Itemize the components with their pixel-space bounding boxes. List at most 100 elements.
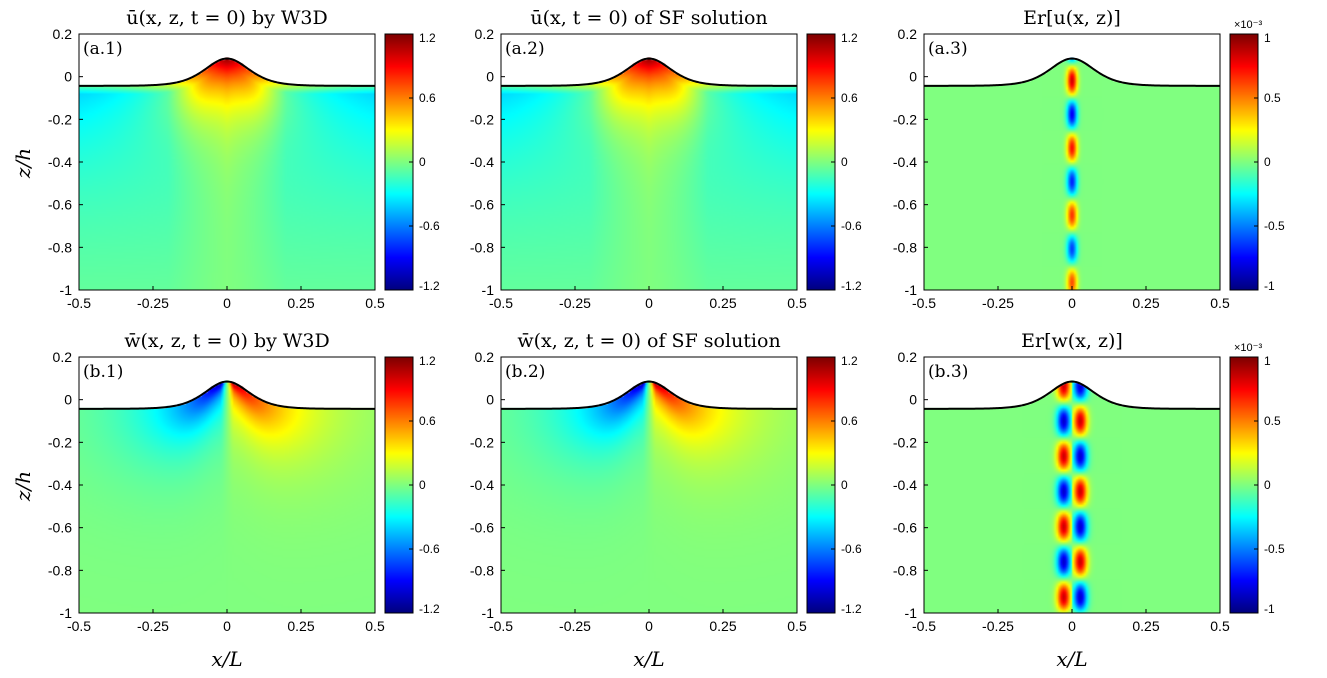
free-surface-line-b2: [500, 380, 798, 410]
colorbar-tick-label: 0: [419, 478, 426, 492]
y-tick-label: -0.6: [470, 197, 494, 213]
y-tick-label: 0: [64, 69, 72, 85]
panel-annotation-b1: (b.1): [83, 362, 123, 382]
y-tick-label: -0.4: [893, 154, 917, 170]
x-axis-label-mid: x/L: [633, 647, 664, 671]
x-tick-label: 0: [223, 295, 231, 311]
panel-annotation-a3: (a.3): [928, 39, 968, 59]
x-tick-label: -0.25: [559, 295, 591, 311]
free-surface-line-b3: [923, 380, 1221, 410]
colorbar-tick-label: 1.2: [841, 31, 858, 45]
free-surface-line-a3: [923, 57, 1221, 87]
x-tick-label: 0: [1068, 295, 1076, 311]
x-tick-label: -0.25: [137, 618, 169, 634]
y-tick-label: -1: [905, 282, 918, 298]
y-tick-label: 0.2: [898, 349, 918, 365]
x-tick-label: 0.5: [365, 295, 385, 311]
colorbar-tick-label: 0.6: [419, 414, 436, 428]
panel-b3: -0.5 -0.25 0 0.25 0.5 0.2 0 -0.2 -0.4 -0.6 -0.8 -1 E…: [893, 330, 1285, 634]
x-axis-label-right: x/L: [1056, 647, 1087, 671]
x-tick-label: 0.25: [1132, 295, 1159, 311]
colorbar-tick-label: 1: [1264, 31, 1271, 45]
heatmap-a3: [924, 34, 1220, 290]
colorbar-tick-label: -0.6: [841, 219, 862, 233]
x-tick-label: -0.5: [67, 295, 91, 311]
y-tick-label: 0.2: [898, 26, 918, 42]
free-surface-line-a2: [500, 57, 798, 87]
x-tick-label: 0.25: [709, 295, 736, 311]
y-tick-label: -0.8: [48, 239, 72, 255]
y-tick-label: -0.2: [893, 434, 917, 450]
colorbar-tick-label: -0.5: [1264, 219, 1285, 233]
y-tick-label: -0.2: [48, 434, 72, 450]
colorbar-exponent-a3: ×10⁻³: [1234, 19, 1262, 31]
x-tick-label: 0: [645, 295, 653, 311]
x-tick-label: 0.5: [787, 618, 807, 634]
x-tick-label: 0.25: [287, 618, 314, 634]
colorbar-tick-label: 0: [1264, 478, 1271, 492]
y-tick-label: 0.2: [53, 26, 73, 42]
x-tick-label: -0.5: [912, 295, 936, 311]
y-tick-label: -0.4: [48, 154, 72, 170]
heatmap-b2: [501, 357, 797, 613]
panel-title-a1: ū(x, z, t = 0) by W3D: [126, 7, 328, 29]
x-tick-label: -0.5: [912, 618, 936, 634]
colorbar-tick-label: -0.6: [841, 542, 862, 556]
colorbar-tick-label: 0.6: [841, 91, 858, 105]
colorbar-tick-label: 0.6: [419, 91, 436, 105]
free-surface-line-b1: [78, 380, 376, 410]
x-tick-label: -0.25: [982, 295, 1014, 311]
x-tick-label: 0: [1068, 618, 1076, 634]
x-tick-label: 0.5: [787, 295, 807, 311]
x-tick-label: 0.25: [709, 618, 736, 634]
colorbar-tick-label: 0: [419, 155, 426, 169]
y-tick-label: 0.2: [475, 349, 495, 365]
y-tick-label: -0.4: [470, 154, 494, 170]
colorbar-tick-label: 0: [841, 155, 848, 169]
x-tick-label: 0.25: [287, 295, 314, 311]
panel-a3: -0.5 -0.25 0 0.25 0.5 0.2 0 -0.2 -0.4 -0.6 -0.8 -1 E…: [893, 7, 1285, 311]
colorbar-tick-label: 0.5: [1264, 414, 1281, 428]
colorbar-tick-label: -1: [1264, 279, 1275, 293]
y-tick-label: 0.2: [475, 26, 495, 42]
y-tick-label: -0.6: [48, 197, 72, 213]
colorbar-tick-label: 1.2: [419, 354, 436, 368]
heatmap-b3: [924, 357, 1220, 613]
panel-annotation-b3: (b.3): [928, 362, 968, 382]
y-tick-label: -0.6: [893, 197, 917, 213]
colorbar-tick-label: 1: [1264, 354, 1271, 368]
y-tick-label: -1: [482, 282, 495, 298]
panel-b1: -0.5 -0.25 0 0.25 0.5 0.2 0 -0.2 -0.4 -0.6 -0.8 -1 w…: [48, 330, 440, 634]
x-tick-label: 0: [223, 618, 231, 634]
y-tick-label: -1: [482, 605, 495, 621]
panel-title-a2: ū(x, t = 0) of SF solution: [530, 7, 767, 29]
heatmap-a1: [79, 34, 375, 290]
panel-annotation-a2: (a.2): [505, 39, 545, 59]
heatmap-b1: [79, 357, 375, 613]
x-axis-label-left: x/L: [211, 647, 242, 671]
y-tick-label: -0.4: [48, 477, 72, 493]
x-tick-label: -0.5: [489, 295, 513, 311]
y-tick-label: -0.2: [470, 111, 494, 127]
colorbar-tick-label: -0.5: [1264, 542, 1285, 556]
y-tick-label: -0.4: [470, 477, 494, 493]
colorbar-tick-label: -1.2: [419, 279, 440, 293]
y-tick-label: -0.2: [48, 111, 72, 127]
y-tick-label: 0: [64, 392, 72, 408]
y-tick-label: -0.8: [893, 562, 917, 578]
colorbar-tick-label: -0.6: [419, 219, 440, 233]
panel-annotation-a1: (a.1): [83, 39, 123, 59]
y-tick-label: -0.8: [48, 562, 72, 578]
heatmap-a2: [501, 34, 797, 290]
colorbar-a2: [807, 34, 835, 290]
colorbar-tick-label: -1.2: [841, 602, 862, 616]
colorbar-a1: [385, 34, 413, 290]
y-tick-label: -0.2: [470, 434, 494, 450]
x-tick-label: -0.25: [982, 618, 1014, 634]
y-tick-label: 0: [486, 392, 494, 408]
panel-title-b2: w̄(x, z, t = 0) of SF solution: [517, 330, 780, 352]
y-tick-label: -0.4: [893, 477, 917, 493]
colorbar-tick-label: 1.2: [841, 354, 858, 368]
colorbar-b2: [807, 357, 835, 613]
